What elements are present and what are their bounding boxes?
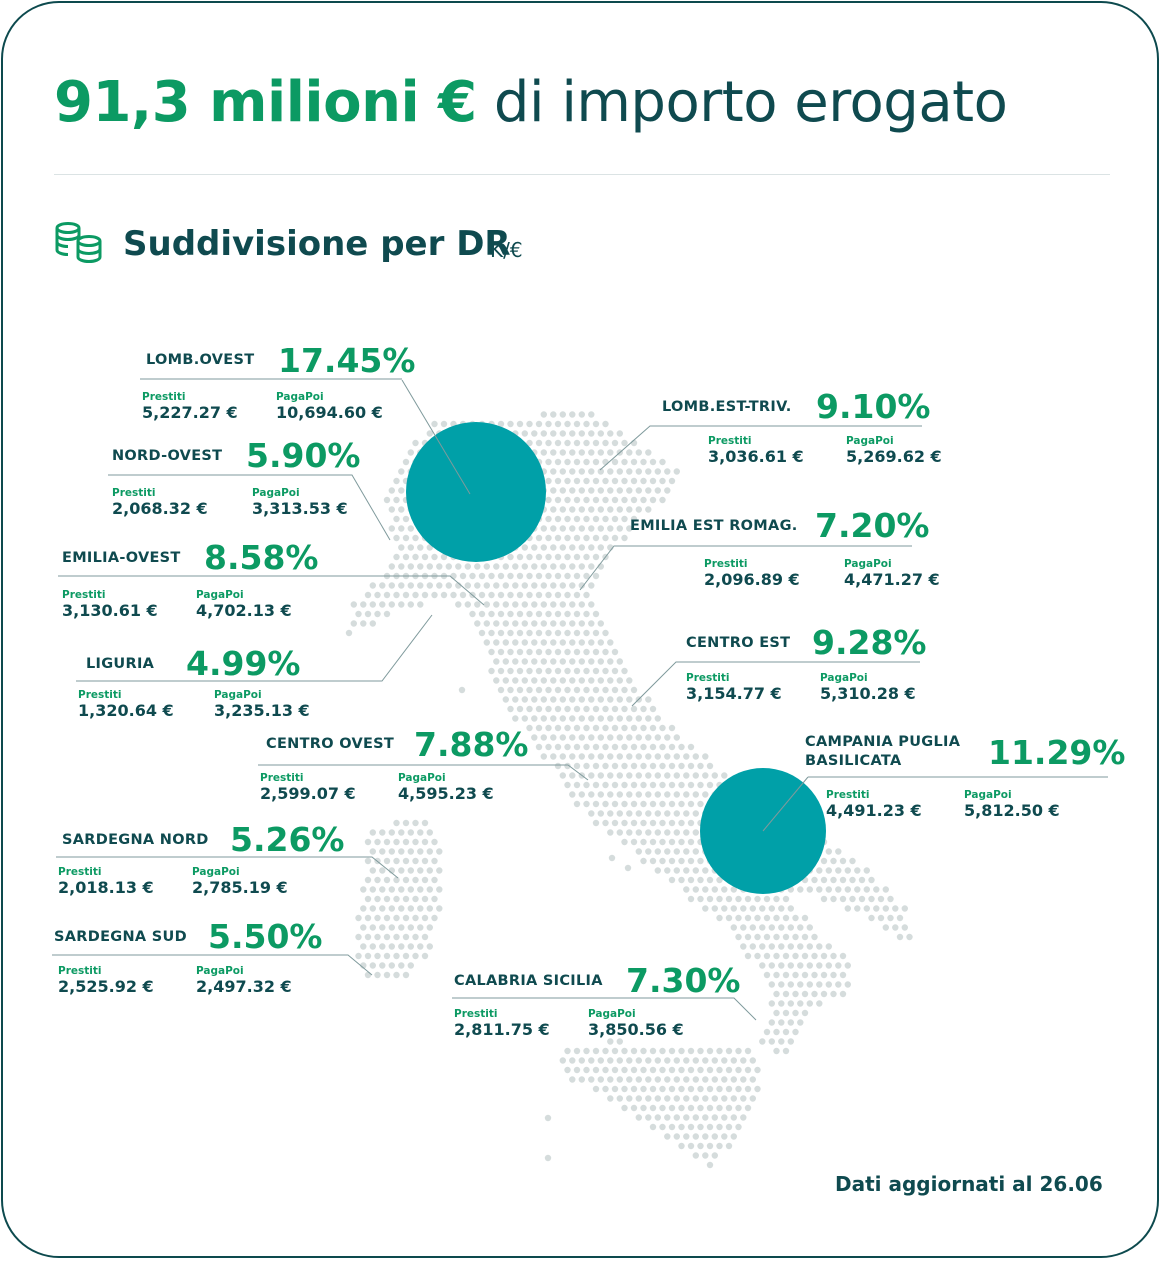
region-percentage: 9.28%: [812, 623, 927, 662]
pagapoi-label: PagaPoi: [844, 558, 892, 570]
prestiti-label: Prestiti: [78, 689, 122, 701]
leader-over-bubble-2: [762, 776, 809, 832]
region-percentage: 4.99%: [186, 644, 301, 683]
section-unit: K/€: [490, 238, 523, 262]
leader-emilia-est-romag: [579, 545, 912, 591]
region-name: EMILIA EST ROMAG.: [630, 518, 798, 534]
prestiti-label: Prestiti: [454, 1008, 498, 1020]
region-percentage: 17.45%: [278, 341, 416, 380]
pagapoi-label: PagaPoi: [820, 672, 868, 684]
leader-nord-ovest: [108, 474, 391, 541]
region-name: SARDEGNA SUD: [54, 929, 187, 945]
region-percentage: 7.88%: [414, 725, 529, 764]
region-percentage: 5.90%: [246, 436, 361, 475]
leader-centro-ovest: [258, 764, 589, 781]
pagapoi-value: 3,235.13 €: [214, 701, 310, 720]
pagapoi-value: 5,812.50 €: [964, 801, 1060, 820]
region-name: LIGURIA: [86, 656, 155, 672]
coins-stack-icon: [55, 222, 102, 264]
pagapoi-value: 5,310.28 €: [820, 684, 916, 703]
region-name: LOMB.OVEST: [146, 352, 255, 368]
pagapoi-label: PagaPoi: [398, 772, 446, 784]
prestiti-value: 2,599.07 €: [260, 784, 356, 803]
pagapoi-label: PagaPoi: [276, 391, 324, 403]
prestiti-value: 3,130.61 €: [62, 601, 158, 620]
prestiti-label: Prestiti: [142, 391, 186, 403]
headline: 91,3 milioni € di importo erogato: [54, 70, 1008, 135]
bubble-lomb-ovest: [406, 422, 546, 562]
prestiti-value: 2,096.89 €: [704, 570, 800, 589]
leader-emilia-ovest: [58, 575, 485, 606]
pagapoi-label: PagaPoi: [192, 866, 240, 878]
region-name: SARDEGNA NORD: [62, 832, 209, 848]
region-percentage: 7.20%: [815, 506, 930, 545]
region-name: CENTRO EST: [686, 635, 791, 651]
region-percentage: 11.29%: [988, 733, 1126, 772]
region-percentage: 5.26%: [230, 820, 345, 859]
headline-amount: 91,3 milioni €: [54, 70, 477, 135]
prestiti-value: 2,525.92 €: [58, 977, 154, 996]
pagapoi-label: PagaPoi: [196, 589, 244, 601]
leader-calabria-sicilia: [452, 997, 757, 1021]
prestiti-value: 5,227.27 €: [142, 403, 238, 422]
pagapoi-label: PagaPoi: [964, 789, 1012, 801]
prestiti-label: Prestiti: [686, 672, 730, 684]
region-name: EMILIA-OVEST: [62, 550, 181, 566]
region-name: CALABRIA SICILIA: [454, 973, 603, 989]
prestiti-label: Prestiti: [112, 487, 156, 499]
region-name: CAMPANIA PUGLIA BASILICATA: [805, 734, 961, 769]
prestiti-label: Prestiti: [704, 558, 748, 570]
pagapoi-value: 4,702.13 €: [196, 601, 292, 620]
region-name: LOMB.EST-TRIV.: [662, 399, 792, 415]
pagapoi-value: 4,595.23 €: [398, 784, 494, 803]
leader-lomb-est-triv: [599, 425, 922, 471]
section-title: Suddivisione per DR: [123, 224, 511, 264]
pagapoi-label: PagaPoi: [588, 1008, 636, 1020]
pagapoi-label: PagaPoi: [252, 487, 300, 499]
pagapoi-value: 10,694.60 €: [276, 403, 383, 422]
pagapoi-value: 3,850.56 €: [588, 1020, 684, 1039]
pagapoi-value: 4,471.27 €: [844, 570, 940, 589]
pagapoi-value: 5,269.62 €: [846, 447, 942, 466]
prestiti-value: 2,068.32 €: [112, 499, 208, 518]
leader-liguria: [76, 614, 433, 682]
pagapoi-value: 2,497.32 €: [196, 977, 292, 996]
divider: [54, 174, 1110, 175]
prestiti-value: 2,018.13 €: [58, 878, 154, 897]
prestiti-value: 2,811.75 €: [454, 1020, 550, 1039]
prestiti-label: Prestiti: [708, 435, 752, 447]
pagapoi-value: 3,313.53 €: [252, 499, 348, 518]
prestiti-value: 1,320.64 €: [78, 701, 174, 720]
leader-centro-est: [631, 661, 920, 707]
region-percentage: 7.30%: [626, 961, 741, 1000]
leader-sardegna-nord: [56, 856, 399, 879]
prestiti-label: Prestiti: [58, 866, 102, 878]
prestiti-label: Prestiti: [826, 789, 870, 801]
region-percentage: 8.58%: [204, 538, 319, 577]
region-name: CENTRO OVEST: [266, 736, 395, 752]
region-percentage: 9.10%: [816, 387, 931, 426]
prestiti-label: Prestiti: [58, 965, 102, 977]
prestiti-label: Prestiti: [62, 589, 106, 601]
headline-rest: di importo erogato: [476, 70, 1008, 135]
pagapoi-label: PagaPoi: [846, 435, 894, 447]
leader-over-bubble-1: [401, 379, 471, 495]
region-percentage: 5.50%: [208, 917, 323, 956]
leader-lines: [52, 378, 1108, 1021]
leader-sardegna-sud: [52, 954, 373, 976]
region-name: NORD-OVEST: [112, 448, 223, 464]
pagapoi-value: 2,785.19 €: [192, 878, 288, 897]
prestiti-value: 3,036.61 €: [708, 447, 804, 466]
prestiti-value: 3,154.77 €: [686, 684, 782, 703]
pagapoi-label: PagaPoi: [196, 965, 244, 977]
prestiti-label: Prestiti: [260, 772, 304, 784]
prestiti-value: 4,491.23 €: [826, 801, 922, 820]
footnote: Dati aggiornati al 26.06: [835, 1172, 1103, 1196]
pagapoi-label: PagaPoi: [214, 689, 262, 701]
